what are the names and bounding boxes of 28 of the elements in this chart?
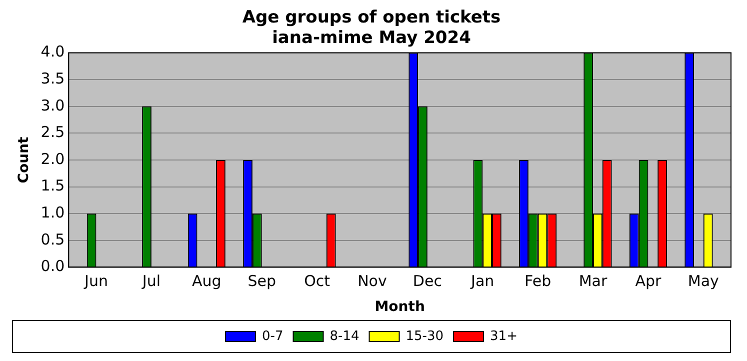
x-tick-label: Dec [412, 272, 442, 290]
y-tick-label: 0.5 [40, 230, 65, 248]
legend-label: 31+ [490, 328, 518, 344]
x-axis-title: Month [374, 299, 425, 316]
x-tick-label: Mar [578, 272, 608, 290]
x-tick-label: Sep [248, 272, 276, 290]
x-tick-label: Jan [470, 272, 494, 290]
legend-label: 0-7 [262, 328, 284, 344]
y-tick-label: 2.0 [40, 150, 65, 168]
y-tick-label: 0.0 [40, 257, 65, 276]
legend-label: 8-14 [330, 328, 360, 344]
y-tick-label: 1.0 [40, 203, 65, 222]
x-tick-label: Aug [192, 272, 222, 290]
x-tick-label: Apr [635, 272, 662, 290]
x-tick-label: Feb [524, 272, 552, 290]
x-tick-label: Jun [84, 272, 108, 290]
y-tick-label: 1.5 [40, 176, 65, 195]
y-tick-label: 4.0 [40, 42, 65, 61]
chart-title: Age groups of open tickets iana-mime May 2024 [242, 8, 501, 48]
x-tick-label: Jul [141, 272, 161, 290]
legend-label: 15-30 [406, 328, 444, 344]
x-tick-label: Oct [304, 272, 330, 290]
y-tick-label: 2.5 [40, 123, 65, 142]
x-tick-label: Nov [358, 272, 387, 290]
x-tick-label: May [688, 272, 720, 290]
y-tick-label: 3.5 [40, 69, 65, 88]
y-axis-title: Count [16, 136, 32, 184]
y-tick-label: 3.0 [40, 96, 65, 114]
